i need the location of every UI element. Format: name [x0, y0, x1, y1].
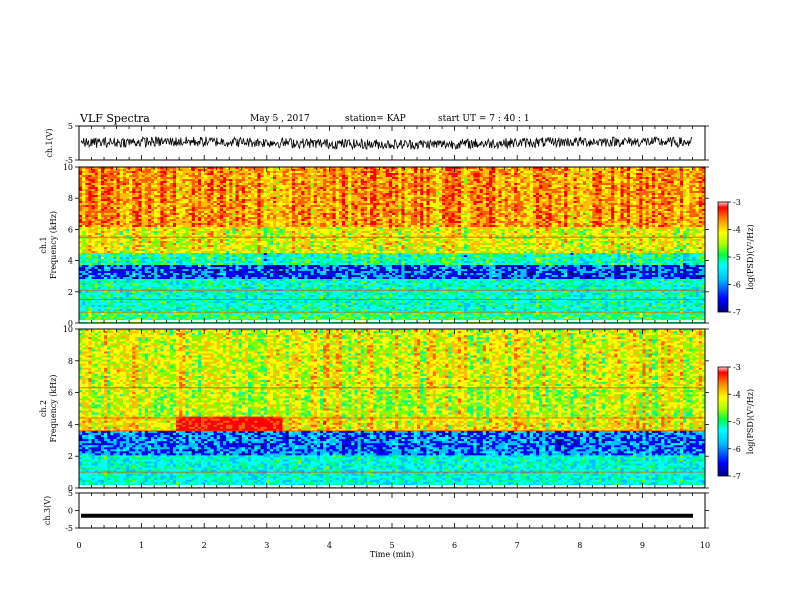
x-tick-label: 7 [515, 541, 520, 550]
y-tick-label: 8 [68, 357, 73, 366]
colorbar-tick-label: -5 [733, 418, 741, 427]
ch1-spectrogram [79, 167, 705, 323]
x-tick-label: 1 [139, 541, 144, 550]
y-tick-label: 4 [68, 420, 73, 429]
y-tick-label: 5 [68, 122, 73, 131]
colorbar-tick-label: -4 [733, 226, 741, 235]
x-tick-label: 10 [700, 541, 710, 550]
x-axis-label: Time (min) [370, 550, 414, 559]
y-tick-label: 5 [68, 489, 73, 498]
ch1-colorbar [718, 202, 728, 312]
y-tick-label: 2 [68, 288, 73, 297]
y-tick-label: 0 [68, 507, 73, 516]
y-tick-label: 6 [68, 389, 73, 398]
y-tick-label: -5 [65, 524, 73, 533]
y-tick-label: 4 [68, 257, 73, 266]
ch2-spectrogram [79, 329, 705, 488]
colorbar-tick-label: -3 [733, 198, 741, 207]
x-tick-label: 2 [202, 541, 207, 550]
colorbar-tick-label: -4 [733, 390, 741, 399]
colorbar-tick-label: -3 [733, 363, 741, 372]
ch3-frame [79, 493, 705, 528]
ch1-spectro-ylabel-2: Frequency (kHz) [49, 211, 58, 279]
ch1-colorbar-label: log(PSD)(V²/Hz) [746, 224, 755, 289]
y-tick-label: 10 [63, 163, 73, 172]
x-tick-label: 3 [264, 541, 269, 550]
ch3-ylabel: ch.3(V) [43, 496, 52, 525]
colorbar-tick-label: -6 [733, 445, 741, 454]
colorbar-tick-label: -6 [733, 281, 741, 290]
colorbar-tick-label: -7 [733, 308, 741, 317]
ch2-colorbar-label: log(PSD)(V²/Hz) [746, 389, 755, 454]
x-tick-label: 4 [327, 541, 332, 550]
x-tick-label: 9 [640, 541, 645, 550]
ch1-ylabel: ch.1(V) [45, 128, 54, 157]
ch2-colorbar [718, 367, 728, 476]
x-tick-label: 0 [76, 541, 81, 550]
y-tick-label: 8 [68, 194, 73, 203]
ch1-spectro-ylabel-1: ch.1 [39, 236, 48, 253]
colorbar-tick-label: -5 [733, 253, 741, 262]
x-tick-label: 8 [577, 541, 582, 550]
vlf-figure: 0 1 2 3 4 5 6 7 8 9 10Time (min)5-5024681002468105… [0, 0, 792, 612]
ch2-spectro-ylabel-2: Frequency (kHz) [49, 374, 58, 442]
y-tick-label: 6 [68, 225, 73, 234]
y-tick-label: 2 [68, 452, 73, 461]
x-tick-label: 6 [452, 541, 457, 550]
x-tick-label: 5 [389, 541, 394, 550]
colorbar-tick-label: -7 [733, 472, 741, 481]
y-tick-label: 10 [63, 325, 73, 334]
ch1-waveform-trace [81, 137, 692, 150]
ch2-spectro-ylabel-1: ch.2 [39, 400, 48, 417]
